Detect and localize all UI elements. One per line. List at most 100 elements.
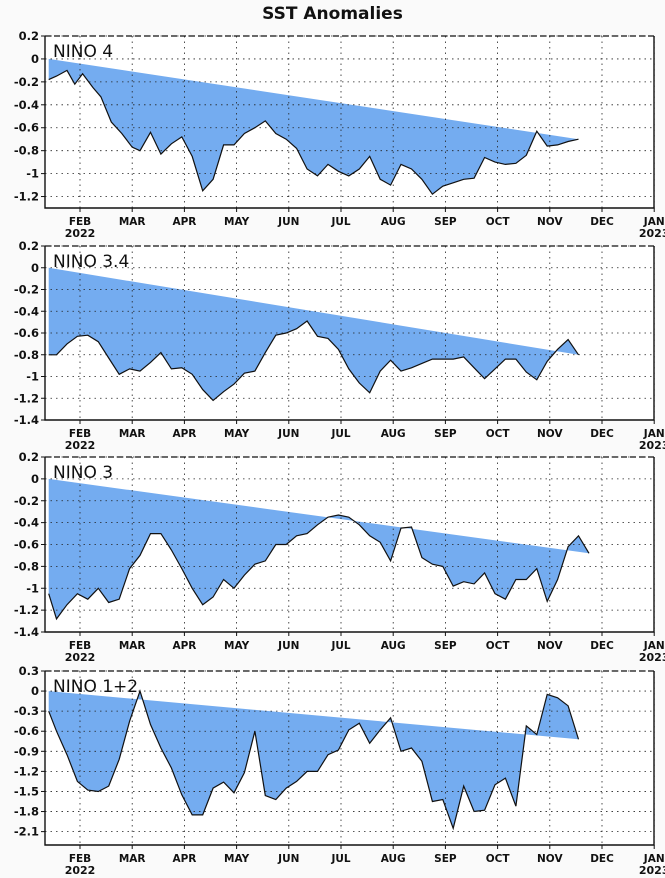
x-tick-label: MAR [119, 216, 146, 228]
x-tick-label: MAY [224, 216, 250, 228]
x-tick-label: AUG [381, 216, 406, 228]
anomaly-line [48, 689, 580, 831]
x-tick-label: NOV [537, 216, 563, 228]
anomaly-area [48, 58, 579, 195]
x-tick-label: APR [172, 640, 196, 652]
y-tick-label: 0 [31, 52, 39, 66]
x-tick-label: OCT [486, 853, 511, 865]
y-tick-label: -1.8 [14, 805, 39, 819]
y-tick-label: -0.8 [14, 559, 39, 573]
x-tick-label: AUG [381, 428, 406, 440]
y-tick-label: -0.2 [14, 283, 39, 297]
x-tick-label: SEP [434, 853, 457, 865]
y-tick-label: -1.5 [14, 784, 39, 798]
y-tick-label: -0.6 [14, 326, 39, 340]
x-tick-label: JUL [330, 640, 350, 652]
x-tick-label: SEP [434, 216, 457, 228]
x-tick-label: MAY [224, 428, 250, 440]
y-tick-label: -0.6 [14, 538, 39, 552]
chart-title: SST Anomalies [262, 4, 403, 24]
y-tick-label: -1.4 [14, 413, 39, 427]
y-tick-label: 0 [31, 261, 39, 275]
x-tick-label: JAN [643, 428, 665, 440]
x-tick-label: JUL [330, 853, 350, 865]
x-tick-label: MAR [119, 428, 146, 440]
x-tick-label: JUL [330, 428, 350, 440]
anomaly-line [48, 514, 590, 621]
x-tick-label: JUL [330, 216, 350, 228]
x-tick-label: MAY [224, 853, 250, 865]
y-tick-label: -1.2 [14, 391, 39, 405]
x-tick-year-label: 2023 [639, 651, 665, 664]
x-tick-year-label: 2022 [65, 227, 96, 240]
y-tick-label: -0.3 [14, 704, 39, 718]
anomaly-line [48, 69, 579, 196]
y-tick-label: -1 [26, 581, 39, 595]
x-tick-label: JAN [643, 640, 665, 652]
x-tick-year-label: 2023 [639, 864, 665, 877]
x-tick-year-label: 2022 [65, 439, 96, 452]
x-tick-label: MAR [119, 640, 146, 652]
anomaly-area [48, 267, 579, 401]
y-tick-label: 0.3 [19, 664, 39, 678]
x-tick-label: FEB [69, 216, 91, 228]
x-tick-label: DEC [590, 853, 614, 865]
panel-label: NINO 3.4 [53, 252, 129, 272]
y-tick-label: -1.4 [14, 625, 39, 639]
x-tick-label: OCT [486, 640, 511, 652]
x-tick-label: FEB [69, 428, 91, 440]
y-tick-label: -0.2 [14, 494, 39, 508]
x-tick-label: DEC [590, 428, 614, 440]
x-tick-year-label: 2023 [639, 439, 665, 452]
y-tick-label: -0.8 [14, 348, 39, 362]
anomaly-area [48, 691, 579, 829]
panel-label: NINO 4 [53, 42, 113, 62]
y-tick-label: -2.1 [14, 825, 39, 839]
y-tick-label: -0.4 [14, 516, 39, 530]
y-tick-label: -0.4 [14, 304, 39, 318]
x-tick-label: JUN [277, 853, 299, 865]
y-tick-label: 0 [31, 472, 39, 486]
y-tick-label: -0.6 [14, 121, 39, 135]
panel-label: NINO 3 [53, 463, 113, 483]
x-tick-year-label: 2023 [639, 227, 665, 240]
x-tick-label: SEP [434, 640, 457, 652]
y-tick-label: 0.2 [19, 29, 39, 43]
x-tick-label: JUN [277, 216, 299, 228]
frame [44, 671, 655, 846]
x-tick-label: APR [172, 428, 196, 440]
x-tick-label: JUN [277, 640, 299, 652]
x-tick-label: JAN [643, 216, 665, 228]
y-tick-label: 0.2 [19, 450, 39, 464]
x-tick-label: AUG [381, 640, 406, 652]
y-tick-label: -1 [26, 370, 39, 384]
x-tick-label: DEC [590, 216, 614, 228]
x-tick-label: DEC [590, 640, 614, 652]
x-tick-year-label: 2022 [65, 864, 96, 877]
panel-label: NINO 1+2 [53, 677, 138, 697]
x-tick-label: APR [172, 853, 196, 865]
y-tick-label: 0.2 [19, 239, 39, 253]
frame [44, 36, 655, 209]
y-tick-label: -1.2 [14, 764, 39, 778]
x-tick-year-label: 2022 [65, 651, 96, 664]
x-tick-label: AUG [381, 853, 406, 865]
y-tick-label: -0.6 [14, 724, 39, 738]
x-tick-label: NOV [537, 428, 563, 440]
x-tick-label: APR [172, 216, 196, 228]
x-tick-label: MAY [224, 640, 250, 652]
x-tick-label: FEB [69, 640, 91, 652]
y-tick-label: -1 [26, 167, 39, 181]
y-tick-label: -0.8 [14, 144, 39, 158]
x-tick-label: JAN [643, 853, 665, 865]
x-tick-label: NOV [537, 640, 563, 652]
x-tick-label: OCT [486, 216, 511, 228]
x-tick-label: SEP [434, 428, 457, 440]
x-tick-label: OCT [486, 428, 511, 440]
x-tick-label: MAR [119, 853, 146, 865]
